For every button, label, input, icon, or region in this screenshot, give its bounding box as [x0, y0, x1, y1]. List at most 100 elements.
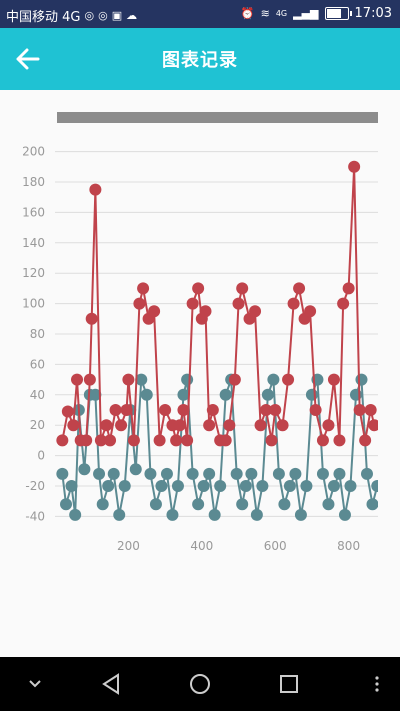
data-point	[353, 404, 366, 416]
y-tick-label: 200	[22, 145, 45, 159]
data-point	[316, 467, 329, 480]
recents-button[interactable]	[274, 669, 304, 699]
data-point	[348, 160, 361, 173]
data-point	[153, 434, 166, 447]
y-tick-label: 60	[30, 357, 45, 371]
data-point	[56, 434, 69, 447]
y-tick-label: 180	[22, 175, 45, 189]
data-point	[89, 183, 102, 196]
data-point	[113, 508, 126, 521]
more-button[interactable]	[362, 669, 392, 699]
data-point	[344, 480, 357, 492]
data-point	[115, 419, 128, 432]
home-circle-icon	[190, 674, 210, 694]
data-point	[322, 498, 335, 511]
data-point	[148, 305, 161, 318]
data-point	[94, 434, 107, 447]
data-point	[144, 467, 157, 480]
series-line	[61, 379, 378, 516]
data-point	[135, 373, 148, 386]
data-point	[342, 282, 355, 295]
data-point	[223, 419, 236, 432]
data-point	[282, 373, 295, 386]
data-point	[89, 388, 102, 401]
data-point	[83, 373, 96, 386]
plot-series-group	[56, 160, 378, 521]
series-line	[61, 166, 376, 444]
data-point	[155, 480, 168, 492]
battery-icon	[324, 7, 352, 20]
data-point	[228, 373, 241, 386]
data-point	[265, 434, 278, 447]
data-point	[166, 508, 179, 521]
data-point	[133, 297, 146, 310]
data-point	[272, 467, 285, 480]
data-point	[69, 508, 82, 521]
data-point	[186, 297, 199, 310]
data-point	[122, 373, 135, 386]
data-point	[333, 467, 346, 480]
data-point	[118, 480, 131, 492]
data-point	[261, 388, 274, 401]
data-point	[269, 404, 282, 416]
y-tick-label: -40	[25, 509, 45, 523]
data-point	[250, 508, 263, 521]
y-tick-label: 140	[22, 236, 45, 250]
chevron-down-button[interactable]	[20, 669, 50, 699]
back-nav-button[interactable]	[96, 669, 126, 699]
data-point	[93, 467, 106, 480]
x-tick-label: 600	[264, 539, 287, 553]
carrier-label: 中国移动 4G	[6, 10, 81, 25]
data-point	[300, 480, 313, 492]
y-tick-label: 160	[22, 205, 45, 219]
data-point	[304, 305, 317, 318]
data-point	[65, 480, 78, 492]
data-point	[287, 297, 300, 310]
x-tick-label: 800	[337, 539, 360, 553]
y-tick-label: 20	[30, 418, 45, 432]
data-point	[67, 419, 80, 432]
data-point	[186, 467, 199, 480]
data-point	[159, 404, 172, 416]
data-point	[78, 463, 91, 476]
data-point	[219, 388, 232, 401]
nav-bar	[0, 657, 400, 711]
app-notification-icon-2: ◎	[98, 8, 108, 22]
y-tick-label: 120	[22, 266, 45, 280]
data-point	[249, 305, 262, 318]
data-point	[85, 312, 98, 325]
line-chart: -40 -20 0 20 40 60 80 100 120 140 160 180 200 200 400 6…	[22, 145, 378, 553]
data-point	[120, 404, 133, 416]
data-point	[337, 297, 350, 310]
more-vert-icon	[375, 676, 379, 692]
data-point	[102, 480, 115, 492]
app-notification-icon: ◎	[84, 8, 95, 22]
back-triangle-icon	[102, 673, 119, 695]
back-button[interactable]	[12, 44, 44, 74]
home-button[interactable]	[185, 669, 215, 699]
data-point	[327, 480, 340, 492]
clock: 17:03	[354, 6, 392, 21]
data-point	[309, 404, 322, 416]
data-point	[267, 373, 280, 386]
data-point	[140, 388, 153, 401]
data-point	[181, 373, 194, 386]
signal-icon: ▂▄▆	[293, 6, 319, 20]
data-point	[170, 434, 183, 447]
data-point	[322, 419, 335, 432]
data-point	[104, 434, 117, 447]
data-point	[239, 480, 252, 492]
data-point	[80, 434, 93, 447]
wifi-icon: ≋	[260, 6, 270, 20]
data-point	[366, 498, 378, 511]
data-point	[100, 419, 113, 432]
y-tick-label: -20	[25, 479, 45, 493]
data-point	[177, 388, 190, 401]
data-point	[327, 373, 340, 386]
data-point	[293, 282, 306, 295]
data-point	[289, 467, 302, 480]
data-point	[276, 419, 289, 432]
status-bar: 中国移动 4G ◎ ◎ ▣ ☁ ⏰ ≋ 4G ▂▄▆ 17:03	[0, 0, 400, 28]
data-point	[71, 373, 84, 386]
data-point	[333, 434, 346, 447]
